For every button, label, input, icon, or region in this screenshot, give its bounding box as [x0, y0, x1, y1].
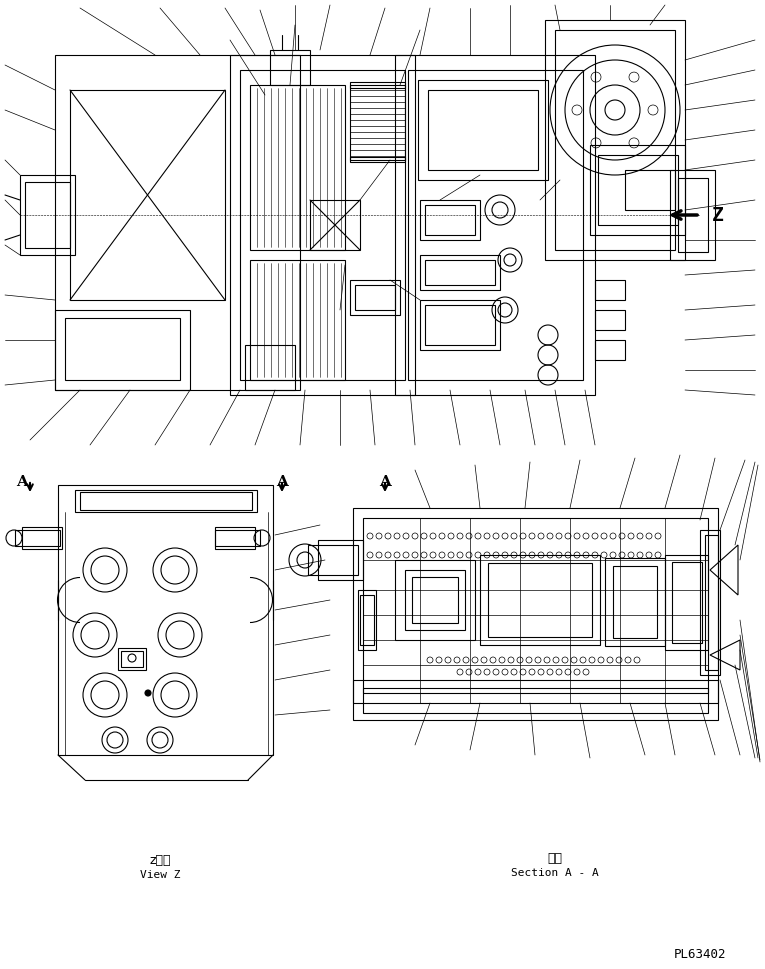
Bar: [75, 490, 257, 512]
Text: 断面: 断面: [548, 852, 562, 864]
Bar: [488, 563, 592, 637]
Text: Section A - A: Section A - A: [511, 868, 599, 878]
Text: A: A: [379, 475, 391, 489]
Bar: [678, 178, 708, 252]
Bar: [350, 85, 405, 160]
Bar: [310, 200, 360, 250]
Text: View Z: View Z: [140, 870, 181, 880]
Bar: [250, 260, 345, 380]
Bar: [308, 545, 358, 575]
Bar: [420, 300, 500, 350]
Bar: [408, 70, 583, 380]
Bar: [605, 558, 665, 646]
Bar: [363, 688, 708, 713]
Bar: [363, 518, 708, 693]
Bar: [15, 530, 60, 546]
Bar: [55, 310, 190, 390]
Bar: [625, 170, 675, 210]
Bar: [428, 90, 538, 170]
Bar: [590, 145, 685, 235]
Bar: [358, 590, 376, 650]
Bar: [705, 535, 718, 670]
Bar: [350, 82, 405, 88]
Bar: [240, 70, 405, 380]
Bar: [545, 20, 685, 260]
Text: A: A: [276, 475, 288, 489]
Bar: [25, 182, 70, 248]
Bar: [55, 55, 300, 390]
Bar: [65, 318, 180, 380]
Bar: [418, 80, 548, 180]
Bar: [230, 55, 415, 395]
Text: PL63402: PL63402: [674, 949, 726, 961]
Bar: [58, 485, 273, 755]
Bar: [353, 680, 718, 720]
Bar: [350, 280, 400, 315]
Bar: [121, 651, 143, 667]
Bar: [555, 30, 675, 250]
Circle shape: [145, 690, 151, 696]
Bar: [595, 310, 625, 330]
Bar: [412, 577, 458, 623]
Bar: [350, 157, 405, 162]
Bar: [420, 255, 500, 290]
Bar: [425, 205, 475, 235]
Bar: [22, 527, 62, 549]
Bar: [353, 508, 718, 703]
Bar: [395, 55, 595, 395]
Text: z　視: z 視: [149, 854, 171, 866]
Bar: [270, 50, 310, 85]
Bar: [665, 555, 708, 650]
Bar: [395, 560, 475, 640]
Bar: [215, 527, 255, 549]
Bar: [215, 530, 260, 546]
Bar: [700, 530, 720, 675]
Bar: [595, 340, 625, 360]
Bar: [598, 155, 678, 225]
Bar: [20, 175, 75, 255]
Bar: [355, 285, 395, 310]
Bar: [613, 566, 657, 638]
Bar: [118, 648, 146, 670]
Bar: [670, 170, 715, 260]
Bar: [480, 555, 600, 645]
Bar: [250, 85, 345, 250]
Bar: [595, 280, 625, 300]
Text: A: A: [16, 475, 28, 489]
Bar: [425, 260, 495, 285]
Bar: [420, 200, 480, 240]
Bar: [360, 595, 374, 645]
Bar: [80, 492, 252, 510]
Bar: [70, 90, 225, 300]
Bar: [425, 305, 495, 345]
Bar: [245, 345, 295, 390]
Text: Z: Z: [712, 205, 724, 225]
Bar: [318, 540, 363, 580]
Bar: [405, 570, 465, 630]
Bar: [672, 562, 702, 643]
